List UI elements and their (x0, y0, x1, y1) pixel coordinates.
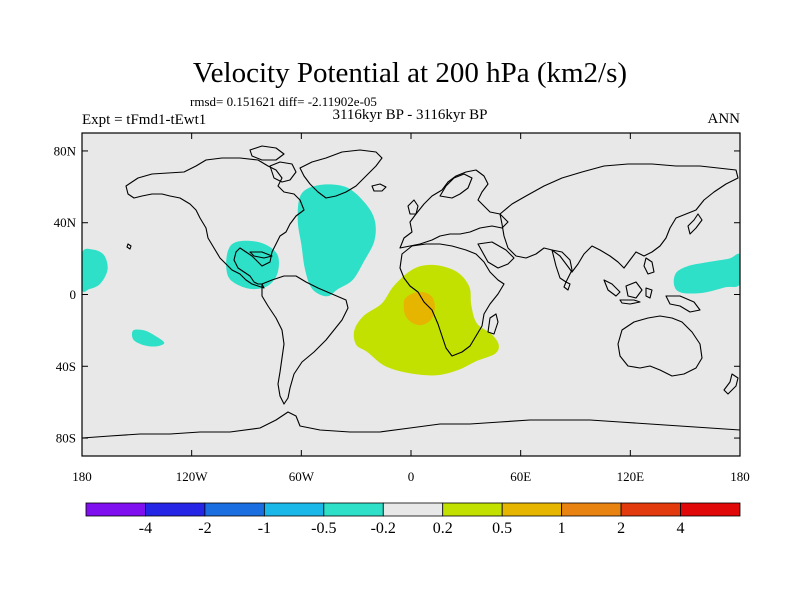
x-tick-label: 180 (72, 469, 92, 484)
coastline-madagascar (487, 313, 499, 335)
coastline-new-zealand (723, 373, 739, 395)
coastline-cuba (249, 251, 273, 259)
colorbar-label: 2 (617, 520, 625, 537)
coastline-asia (499, 163, 739, 273)
x-tick-label: 60W (289, 469, 315, 484)
colorbar-swatch (85, 502, 146, 517)
colorbar-swatch (145, 502, 206, 517)
colorbar-swatch (204, 502, 265, 517)
coastline-borneo (625, 281, 643, 299)
colorbar-swatch (561, 502, 622, 517)
colorbar-swatch (442, 502, 503, 517)
colorbar-swatch (323, 502, 384, 517)
colorbar-swatch (382, 502, 444, 517)
coastline-antarctica (82, 411, 740, 439)
x-tick-label: 120E (617, 469, 645, 484)
colorbar-label: 0.5 (492, 520, 512, 537)
y-axis: 80N 40N 0 40S 80S (54, 143, 740, 446)
contour-layer (82, 184, 740, 376)
coastline-europe (399, 169, 509, 249)
y-tick-label: 0 (70, 287, 77, 302)
coastline-north-america (125, 157, 305, 289)
contour-region-pacific-east-negative (82, 248, 108, 292)
coastline-south-america (261, 275, 349, 405)
contour-region-north-atlantic-negative (297, 184, 376, 297)
contour-region-south-atlantic-positive-core (403, 292, 435, 326)
coastline-india (551, 249, 573, 283)
x-tick-label: 60E (510, 469, 531, 484)
coastline-sulawesi (645, 287, 653, 299)
coastline-australia (617, 315, 703, 377)
x-tick-label: 180 (730, 469, 750, 484)
coastline-baffin-island (269, 161, 297, 183)
coastline-iceland (371, 183, 387, 192)
coastline-hawaii (126, 243, 132, 250)
season-label: ANN (708, 111, 741, 127)
coastline-scandinavia (439, 173, 473, 199)
contour-region-caribbean-negative (226, 240, 279, 290)
colorbar-swatch (263, 502, 325, 517)
colorbar-label: 4 (677, 520, 685, 537)
stats-line: rmsd= 0.151621 diff= -2.11902e-05 (190, 94, 377, 109)
colorbar-label: -0.5 (311, 520, 336, 537)
coastline-sumatra (603, 279, 621, 297)
coastline-africa (399, 243, 505, 357)
map-panel: 180 120W 60W 0 60E 120E 180 80N 40N 0 40S 80S (54, 132, 750, 484)
y-tick-label: 80S (56, 431, 76, 446)
contour-region-west-pacific-negative (673, 253, 740, 294)
experiment-label: Expt = tFmd1-tEwt1 (82, 112, 206, 128)
colorbar: -4 -2 -1 -0.5 -0.2 0.2 0.5 1 2 4 (85, 502, 741, 537)
x-tick-label: 0 (408, 469, 415, 484)
colorbar-label: -2 (198, 520, 211, 537)
coastline-sri-lanka (563, 281, 571, 291)
coastline-philippines (643, 257, 655, 275)
coastline-britain (407, 199, 419, 215)
chart-title: Velocity Potential at 200 hPa (km2/s) (193, 57, 627, 89)
colorbar-swatch (501, 502, 563, 517)
period-label: 3116kyr BP - 3116kyr BP (332, 107, 487, 123)
coastline-java (619, 299, 641, 305)
colorbar-label: 1 (558, 520, 566, 537)
y-tick-label: 80N (54, 143, 77, 158)
coastline-arctic-islands (249, 145, 285, 161)
y-tick-label: 40S (56, 359, 76, 374)
coastline-layer (82, 145, 740, 439)
y-tick-label: 40N (54, 215, 77, 230)
colorbar-label: -4 (139, 520, 152, 537)
coastline-greenland (299, 149, 383, 199)
colorbar-label: -0.2 (371, 520, 396, 537)
contour-region-south-pacific-negative (131, 329, 165, 347)
coastline-arabia (477, 241, 515, 269)
colorbar-label: 0.2 (433, 520, 453, 537)
x-tick-label: 120W (176, 469, 209, 484)
colorbar-label: -1 (258, 520, 271, 537)
coastline-japan (687, 213, 703, 235)
colorbar-swatch (680, 502, 741, 517)
x-axis: 180 120W 60W 0 60E 120E 180 (72, 133, 750, 484)
coastline-new-guinea (665, 295, 701, 313)
colorbar-swatch (620, 502, 681, 517)
